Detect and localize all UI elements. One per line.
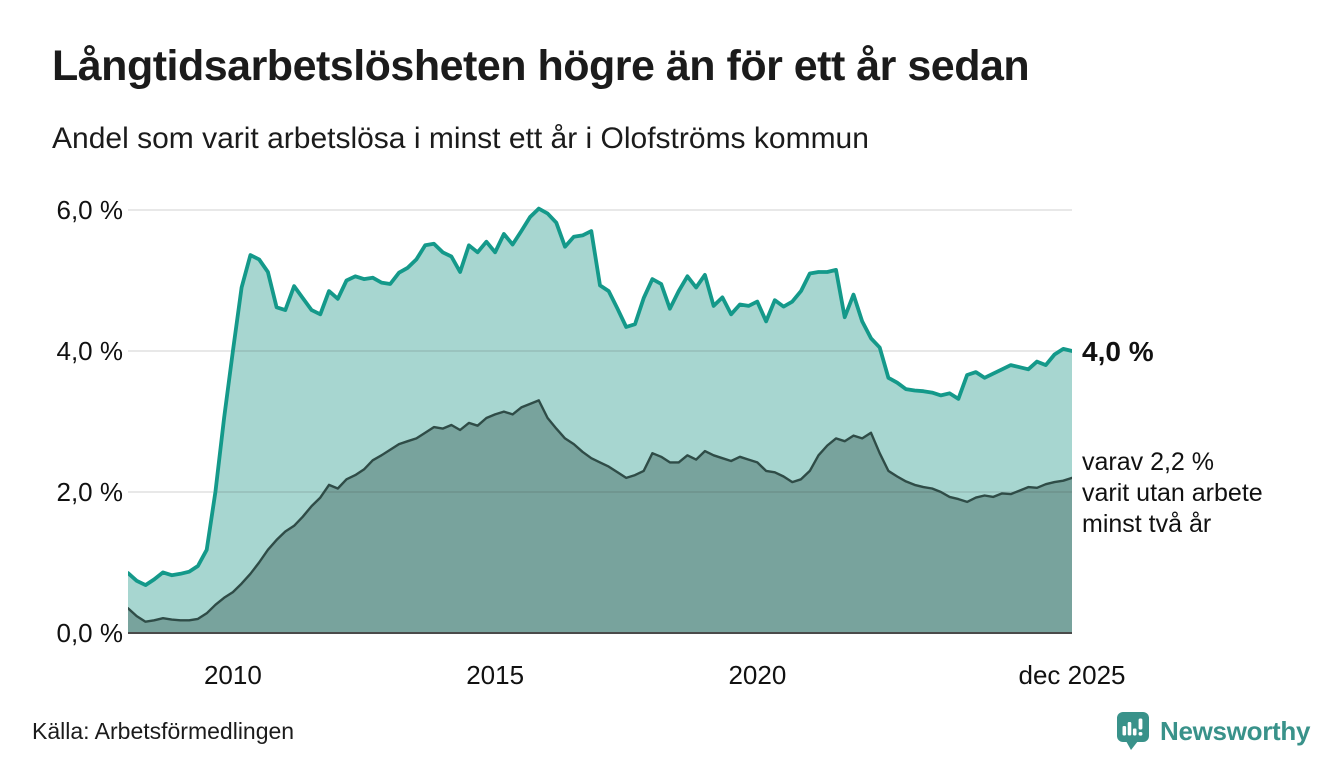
series-two-year-area (128, 400, 1072, 633)
x-tick-label-dec-2025: dec 2025 (1018, 660, 1126, 690)
newsworthy-bubble-chart-icon (1117, 712, 1149, 750)
x-tick-label-2015: 2015 (466, 660, 525, 690)
y-tick-label-0: 0,0 % (56, 618, 124, 648)
end-note: varav 2,2 % varit utan arbete minst två … (1082, 447, 1263, 540)
newsworthy-wordmark: Newsworthy (1160, 716, 1311, 746)
end-note-line-1: varav 2,2 % (1082, 448, 1215, 476)
end-note-line-2: varit utan arbete (1082, 479, 1263, 507)
series-two-year-line (128, 399, 1072, 623)
y-tick-label-2: 2,0 % (56, 477, 124, 507)
x-tick-label-2020: 2020 (728, 660, 787, 690)
page-title: Långtidsarbetslösheten högre än för ett … (52, 42, 1030, 90)
source-caption: Källa: Arbetsförmedlingen (32, 718, 295, 744)
y-tick-label-6: 6,0 % (56, 195, 124, 225)
newsworthy-logo: Newsworthy (1117, 712, 1310, 751)
y-tick-label-4: 4,0 % (56, 336, 124, 366)
area-chart-plot (128, 206, 1072, 634)
series-one-year-line (128, 206, 1072, 587)
page-subtitle: Andel som varit arbetslösa i minst ett å… (52, 122, 869, 155)
x-tick-label-2010: 2010 (203, 660, 262, 690)
gridlines (128, 209, 1072, 493)
end-note-line-3: minst två år (1082, 510, 1212, 538)
end-value-label: 4,0 % (1082, 336, 1154, 367)
